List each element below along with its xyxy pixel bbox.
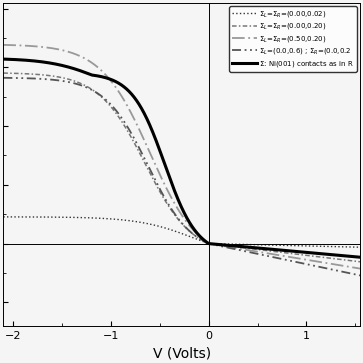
Line: $\Sigma_L$=$\Sigma_R$=(0.00,0.02): $\Sigma_L$=$\Sigma_R$=(0.00,0.02): [3, 217, 360, 247]
$\Sigma_L$=$\Sigma_R$=(0.00,0.20): [347, 258, 352, 263]
$\Sigma_L$=$\Sigma_R$=(0.50,0.20): [358, 266, 362, 271]
$\Sigma_L$=$\Sigma_R$=(0.50,0.20): [165, 188, 170, 192]
$\Sigma$: Ni(001) contacts as in R: (-0.325, 0.16): Ni(001) contacts as in R: (-0.325, 0.16): [175, 195, 179, 199]
$\Sigma$: Ni(001) contacts as in R: (-2.1, 0.628): Ni(001) contacts as in R: (-2.1, 0.628): [1, 57, 5, 61]
$\Sigma_L$=(0.0,0.6) ; $\Sigma_R$=(0.0,0.2: [282, 257, 286, 262]
Line: $\Sigma_L$=$\Sigma_R$=(0.50,0.20): $\Sigma_L$=$\Sigma_R$=(0.50,0.20): [3, 45, 360, 269]
$\Sigma_L$=$\Sigma_R$=(0.00,0.20): [348, 258, 352, 263]
$\Sigma$: Ni(001) contacts as in R: (-0.422, 0.245): Ni(001) contacts as in R: (-0.422, 0.245…: [165, 170, 170, 174]
$\Sigma_L$=$\Sigma_R$=(0.00,0.20): [1, 71, 5, 75]
$\Sigma_L$=$\Sigma_R$=(0.00,0.20): [358, 260, 362, 264]
$\Sigma_L$=$\Sigma_R$=(0.00,0.02): [347, 245, 352, 249]
$\Sigma_L$=$\Sigma_R$=(0.50,0.20): [1, 43, 5, 47]
$\Sigma_L$=$\Sigma_R$=(0.50,0.20): [175, 205, 179, 209]
$\Sigma_L$=$\Sigma_R$=(0.00,0.20): [165, 202, 170, 207]
$\Sigma$: Ni(001) contacts as in R: (0.774, -0.0232): Ni(001) contacts as in R: (0.774, -0.023…: [282, 248, 286, 253]
$\Sigma_L$=(0.0,0.6) ; $\Sigma_R$=(0.0,0.2: [19, 76, 24, 80]
$\Sigma_L$=(0.0,0.6) ; $\Sigma_R$=(0.0,0.2: [165, 200, 170, 205]
Line: $\Sigma_L$=(0.0,0.6) ; $\Sigma_R$=(0.0,0.2: $\Sigma_L$=(0.0,0.6) ; $\Sigma_R$=(0.0,0…: [3, 78, 360, 276]
$\Sigma_L$=$\Sigma_R$=(0.50,0.20): [19, 43, 24, 48]
$\Sigma$: Ni(001) contacts as in R: (-1.91, 0.625): Ni(001) contacts as in R: (-1.91, 0.625): [19, 58, 24, 62]
$\Sigma_L$=$\Sigma_R$=(0.00,0.20): [282, 250, 286, 255]
$\Sigma$: Ni(001) contacts as in R: (1.44, -0.0433): Ni(001) contacts as in R: (1.44, -0.0433…: [347, 254, 352, 258]
X-axis label: V (Volts): V (Volts): [153, 346, 211, 360]
$\Sigma_L$=$\Sigma_R$=(0.00,0.20): [19, 72, 24, 76]
$\Sigma_L$=$\Sigma_R$=(0.00,0.02): [175, 230, 179, 234]
$\Sigma_L$=(0.0,0.6) ; $\Sigma_R$=(0.0,0.2: [348, 271, 352, 276]
$\Sigma_L$=$\Sigma_R$=(0.00,0.02): [1, 215, 5, 219]
$\Sigma_L$=(0.0,0.6) ; $\Sigma_R$=(0.0,0.2: [358, 273, 362, 278]
$\Sigma_L$=(0.0,0.6) ; $\Sigma_R$=(0.0,0.2: [1, 76, 5, 80]
$\Sigma_L$=$\Sigma_R$=(0.50,0.20): [282, 254, 286, 258]
Line: $\Sigma$: Ni(001) contacts as in R: $\Sigma$: Ni(001) contacts as in R: [3, 59, 360, 257]
$\Sigma_L$=(0.0,0.6) ; $\Sigma_R$=(0.0,0.2: [175, 215, 179, 219]
$\Sigma_L$=$\Sigma_R$=(0.00,0.02): [358, 245, 362, 249]
$\Sigma$: Ni(001) contacts as in R: (1.55, -0.0465): Ni(001) contacts as in R: (1.55, -0.0465…: [358, 255, 362, 260]
$\Sigma_L$=$\Sigma_R$=(0.00,0.02): [282, 243, 286, 248]
$\Sigma_L$=$\Sigma_R$=(0.50,0.20): [348, 265, 352, 269]
Legend: $\Sigma_L$=$\Sigma_R$=(0.00,0.02), $\Sigma_L$=$\Sigma_R$=(0.00,0.20), $\Sigma_L$: $\Sigma_L$=$\Sigma_R$=(0.00,0.02), $\Sig…: [229, 6, 357, 72]
$\Sigma_L$=$\Sigma_R$=(0.00,0.20): [175, 216, 179, 220]
$\Sigma_L$=$\Sigma_R$=(0.00,0.02): [348, 245, 352, 249]
$\Sigma$: Ni(001) contacts as in R: (1.44, -0.0433): Ni(001) contacts as in R: (1.44, -0.0433…: [348, 254, 352, 258]
$\Sigma_L$=(0.0,0.6) ; $\Sigma_R$=(0.0,0.2: [347, 271, 352, 276]
$\Sigma_L$=$\Sigma_R$=(0.00,0.02): [165, 227, 170, 231]
Line: $\Sigma_L$=$\Sigma_R$=(0.00,0.20): $\Sigma_L$=$\Sigma_R$=(0.00,0.20): [3, 73, 360, 262]
$\Sigma_L$=$\Sigma_R$=(0.50,0.20): [347, 265, 352, 269]
$\Sigma_L$=$\Sigma_R$=(0.00,0.02): [19, 215, 24, 219]
